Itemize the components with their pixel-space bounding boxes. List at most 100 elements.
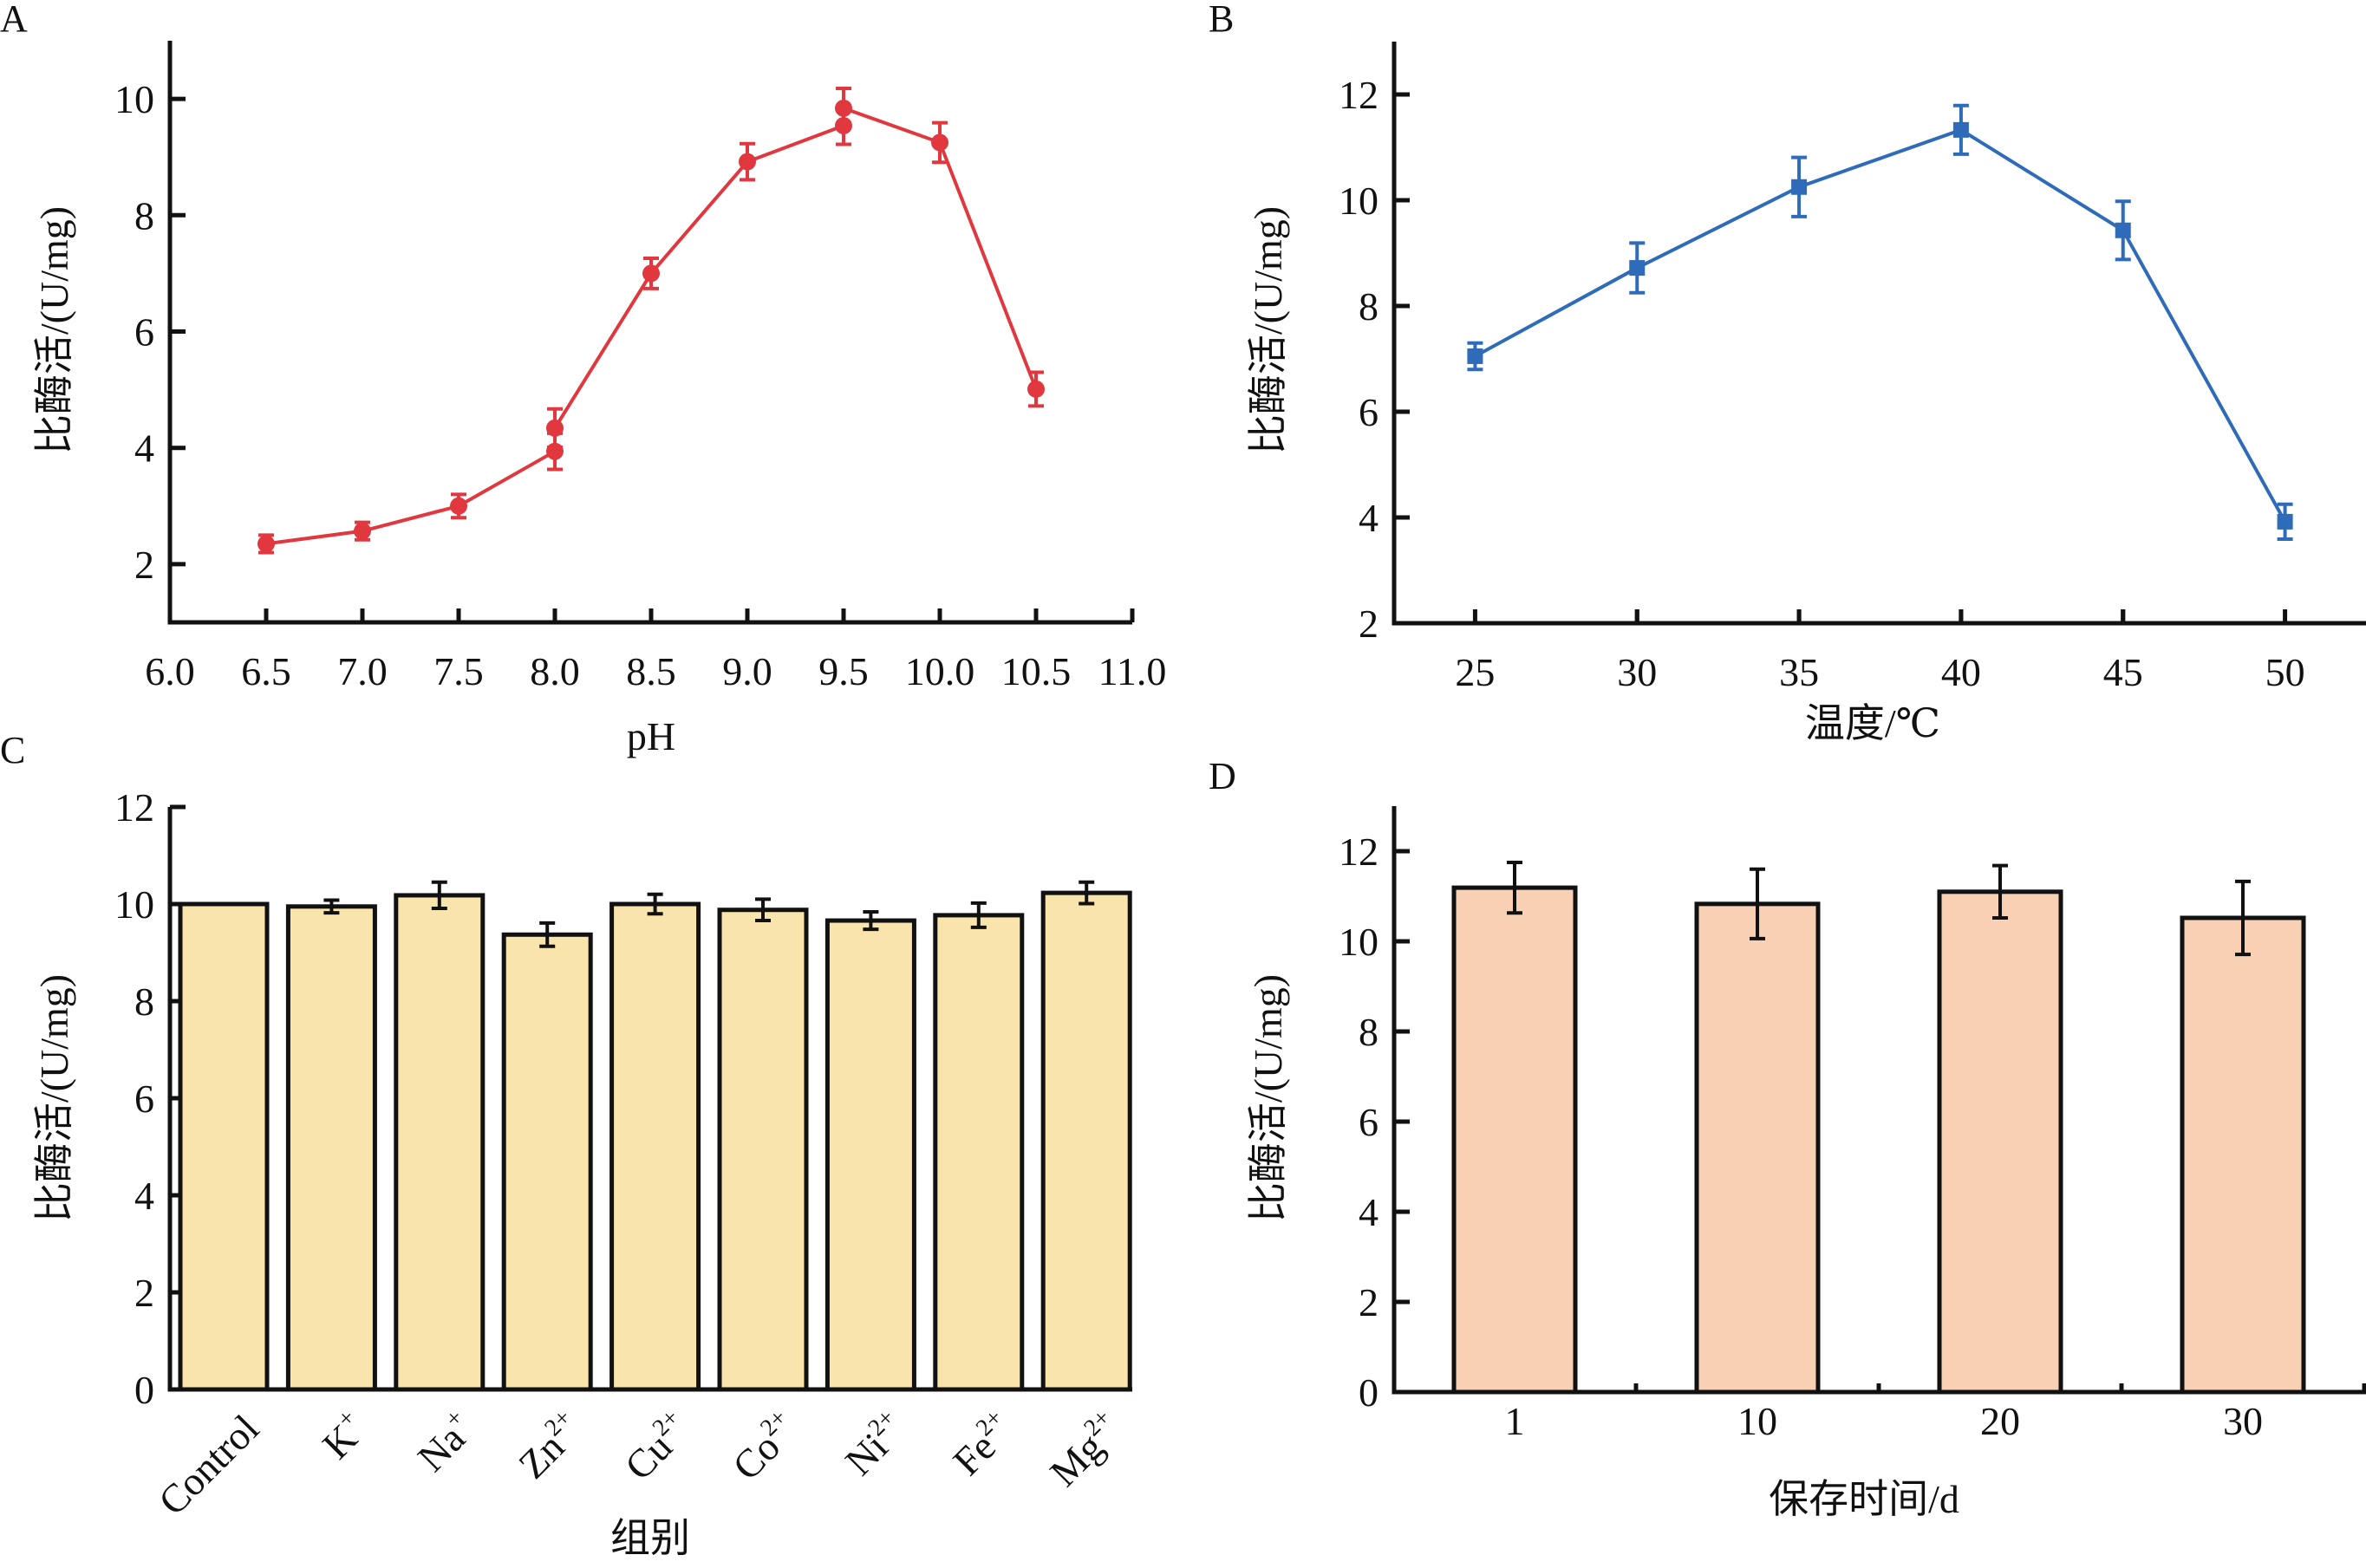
panel-c-xtick-label: Ni2+ [835, 1404, 915, 1484]
panel-b-xtick-label: 50 [2265, 650, 2305, 694]
panel-c-xtick-label: Mg2+ [1040, 1404, 1130, 1494]
panel-a-xlabel: pH [627, 714, 675, 758]
panel-c-xtick-label: Na+ [407, 1404, 483, 1480]
panel-c-ytick-label: 6 [134, 1077, 154, 1121]
panel-c-bar [1040, 890, 1132, 1392]
panel-a-series-line [265, 105, 1038, 546]
panel-a-ytick-label: 2 [134, 543, 154, 587]
data-point [1027, 380, 1045, 398]
panel-letter-a: A [0, 0, 28, 40]
panel-d-xtick-label: 10 [1737, 1399, 1777, 1443]
panel-b-ytick-label: 10 [1339, 179, 1379, 223]
panel-b-ytick-label: 2 [1359, 602, 1379, 646]
panel-c-bar [501, 932, 593, 1392]
data-point [546, 419, 564, 437]
panel-c-xtick-label: Control [150, 1406, 267, 1523]
panel-a-xtick-label: 6.5 [241, 649, 291, 693]
data-point [1467, 348, 1483, 364]
panel-c-bar [933, 913, 1025, 1392]
panel-c-xtick-label: Fe2+ [942, 1404, 1022, 1484]
data-point [354, 522, 371, 540]
panel-d-xtick-label: 20 [1980, 1399, 2020, 1443]
panel-a-xtick-label: 10.0 [905, 649, 975, 693]
panel-b-xtick-label: 35 [1779, 650, 1819, 694]
panel-b-xtick-label: 25 [1455, 650, 1495, 694]
panel-c-xlabel: 组别 [610, 1516, 690, 1560]
panel-a-xtick-label: 8.5 [626, 649, 676, 693]
panel-b-xlabel: 温度/℃ [1805, 701, 1940, 745]
panel-d-xtick-label: 1 [1505, 1399, 1525, 1443]
panel-c-bar [825, 918, 916, 1392]
panel-c-ytick-label: 12 [114, 785, 154, 830]
category-name: Control [150, 1406, 267, 1523]
panel-c-bar [178, 901, 270, 1392]
data-point [642, 264, 660, 283]
panel-c-xtick-label: Co2+ [722, 1404, 806, 1488]
panel-b-xtick-label: 40 [1941, 650, 1981, 694]
panel-b: B 温度/℃ 比酶活/(U/mg) 2 4 6 8 10 12 25 30 35 40 45 50 [1209, 0, 2366, 745]
panel-letter-c: C [0, 729, 25, 771]
panel-b-ytick-label: 8 [1359, 284, 1379, 329]
panel-a-xtick-label: 6.0 [145, 649, 195, 693]
panel-a-xtick-label: 9.0 [722, 649, 772, 693]
panel-c-ylabel: 比酶活/(U/mg) [32, 974, 76, 1222]
panel-d-ytick-label: 6 [1359, 1100, 1379, 1144]
panel-a-ytick-label: 4 [134, 426, 154, 471]
panel-b-ytick-label: 6 [1359, 390, 1379, 434]
data-point [1629, 260, 1646, 277]
panel-a-xtick-label: 7.0 [337, 649, 388, 693]
panel-b-ylabel: 比酶活/(U/mg) [1246, 206, 1290, 454]
panel-d-bar [1694, 901, 1821, 1395]
panel-c-ytick-label: 4 [134, 1174, 154, 1218]
panel-c-bar [609, 901, 701, 1392]
panel-d-ytick-label: 2 [1359, 1280, 1379, 1324]
panel-a-xtick-label: 10.5 [1001, 649, 1072, 693]
data-point [1952, 121, 1969, 138]
panel-b-ytick-label: 12 [1339, 73, 1379, 117]
panel-c-ytick-label: 2 [134, 1271, 154, 1315]
panel-letter-d: D [1209, 755, 1236, 797]
panel-d-xlabel: 保存时间/d [1769, 1477, 1959, 1521]
panel-a-ytick-label: 6 [134, 310, 154, 355]
panel-d-ytick-label: 0 [1359, 1370, 1379, 1415]
data-point [257, 535, 275, 553]
panel-b-xtick-label: 30 [1617, 650, 1657, 694]
panel-a-xtick-label: 9.5 [818, 649, 869, 693]
data-point [1791, 179, 1808, 195]
panel-c-xtick-label: Zn2+ [508, 1404, 590, 1487]
panel-c-bar [285, 904, 377, 1392]
panel-c-xtick-label: Cu2+ [615, 1404, 699, 1488]
panel-d-ylabel: 比酶活/(U/mg) [1246, 974, 1290, 1222]
data-point [450, 497, 467, 515]
panel-a-xtick-label: 8.0 [530, 649, 580, 693]
panel-c-ytick-label: 10 [114, 882, 154, 927]
panel-d: D 保存时间/d 比酶活/(U/mg) 0 2 4 6 8 10 12 1 10 20 30 [1209, 755, 2366, 1521]
panel-a-ylabel: 比酶活/(U/mg) [32, 206, 76, 454]
panel-b-xtick-label: 45 [2103, 650, 2143, 694]
panel-b-ytick-label: 4 [1359, 496, 1379, 540]
panel-c-ytick-label: 0 [134, 1368, 154, 1412]
data-point [2277, 513, 2293, 530]
panel-c-bar [717, 908, 809, 1392]
panel-c-ytick-label: 8 [134, 979, 154, 1024]
panel-a: A pH 比酶活/(U/mg) 2 4 6 8 10 6.0 6.5 7.0 7.5 8.0 8.5… [0, 0, 1166, 758]
panel-c: C 组别 比酶活/(U/mg) 0 2 4 6 8 10 12 Control K+ Na+ Zn2… [0, 729, 1132, 1560]
panel-d-ytick-label: 8 [1359, 1010, 1379, 1054]
panel-a-xtick-label: 7.5 [433, 649, 484, 693]
panel-c-xtick-label: K+ [312, 1404, 375, 1467]
panel-a-xtick-label: 11.0 [1098, 649, 1167, 693]
data-point [835, 99, 852, 117]
panel-d-bar [2180, 915, 2306, 1395]
panel-d-bar [1451, 885, 1578, 1395]
panel-d-ytick-label: 10 [1339, 920, 1379, 964]
panel-b-series-line [1474, 127, 2287, 523]
panel-d-xtick-label: 30 [2223, 1399, 2263, 1443]
panel-d-ytick-label: 12 [1339, 830, 1379, 874]
data-point [739, 153, 756, 171]
panel-a-ytick-label: 8 [134, 193, 154, 237]
panel-d-ytick-label: 4 [1359, 1190, 1379, 1234]
data-point [931, 133, 948, 152]
panel-letter-b: B [1209, 0, 1234, 40]
data-point [2115, 222, 2131, 238]
